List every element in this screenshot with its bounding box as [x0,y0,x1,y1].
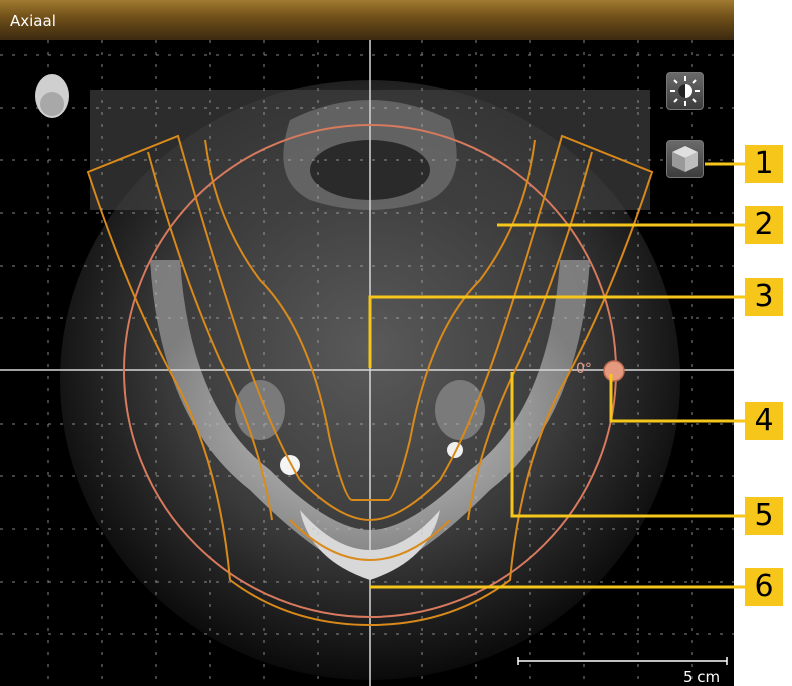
cube-icon [672,146,698,172]
panoramic-curve-outer [86,134,654,627]
callout-6: 6 [745,568,783,606]
callout-2: 2 [745,206,783,244]
panoramic-curve-inner [204,139,536,501]
panoramic-curve-arch [289,519,451,562]
panoramic-curve-inner-left [147,151,273,521]
scale-bar [517,657,728,665]
callout-3: 3 [745,278,783,316]
scale-bar-label: 5 cm [683,668,721,686]
panoramic-curve-inner-right [467,151,593,521]
panoramic-curve[interactable] [86,134,654,627]
callout-4: 4 [745,402,783,440]
axial-scan-canvas[interactable] [0,40,734,686]
axial-view[interactable]: Axiaal [0,0,734,686]
view-title-bar: Axiaal [0,0,734,40]
brightness-contrast-button[interactable] [666,72,704,110]
callout-5: 5 [745,497,783,535]
rotation-handle[interactable] [603,360,625,382]
head-icon [35,74,69,118]
sun-half-icon [670,76,700,106]
rotation-angle-label: 0° [576,361,592,377]
3d-view-button[interactable] [666,140,704,178]
callout-1: 1 [745,145,783,183]
view-title: Axiaal [10,12,56,30]
